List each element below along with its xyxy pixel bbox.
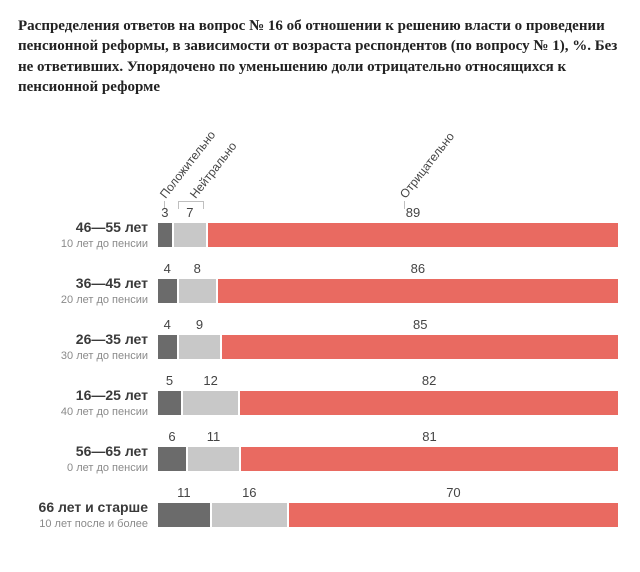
chart-rows: 46—55 лет10 лет до пенсии378936—45 лет20… xyxy=(18,207,622,543)
bar-value: 8 xyxy=(194,261,201,276)
chart-title: Распределения ответов на вопрос № 16 об … xyxy=(18,16,622,97)
row-label-sub: 0 лет до пенсии xyxy=(18,462,148,475)
bar-value: 89 xyxy=(406,205,420,220)
bar-value: 3 xyxy=(161,205,168,220)
row-label-main: 66 лет и старше xyxy=(18,499,148,516)
bar-segment: 89 xyxy=(208,223,618,247)
bar-value: 4 xyxy=(164,317,171,332)
row-label-sub: 20 лет до пенсии xyxy=(18,294,148,307)
bar-segment: 8 xyxy=(179,279,216,303)
bar: 4985 xyxy=(158,335,618,359)
bar-value: 6 xyxy=(168,429,175,444)
row-label: 16—25 лет 40 лет до пенсии xyxy=(18,387,158,419)
row-label: 56—65 лет 0 лет до пенсии xyxy=(18,443,158,475)
chart-row: 16—25 лет40 лет до пенсии51282 xyxy=(18,375,622,431)
chart-row: 26—35 лет30 лет до пенсии4985 xyxy=(18,319,622,375)
bar-segment: 6 xyxy=(158,447,186,471)
row-label-main: 46—55 лет xyxy=(18,219,148,236)
bar-value: 7 xyxy=(186,205,193,220)
row-label-main: 26—35 лет xyxy=(18,331,148,348)
bar: 4886 xyxy=(158,279,618,303)
stacked-bar-chart: Положительно Нейтрально Отрицательно 46—… xyxy=(18,125,622,543)
bar-segment: 5 xyxy=(158,391,181,415)
chart-row: 56—65 лет0 лет до пенсии61181 xyxy=(18,431,622,487)
bar-value: 5 xyxy=(166,373,173,388)
row-label-main: 56—65 лет xyxy=(18,443,148,460)
bar-segment: 11 xyxy=(188,447,239,471)
chart-row: 66 лет и старше10 лет после и более11167… xyxy=(18,487,622,543)
row-label-sub: 10 лет до пенсии xyxy=(18,238,148,251)
bar-value: 82 xyxy=(422,373,436,388)
bar-segment: 85 xyxy=(222,335,618,359)
bar-segment: 12 xyxy=(183,391,238,415)
row-label: 46—55 лет 10 лет до пенсии xyxy=(18,219,158,251)
bar-segment: 86 xyxy=(218,279,618,303)
bar-segment: 4 xyxy=(158,279,177,303)
row-label: 36—45 лет 20 лет до пенсии xyxy=(18,275,158,307)
bar-segment: 9 xyxy=(179,335,221,359)
chart-row: 36—45 лет20 лет до пенсии4886 xyxy=(18,263,622,319)
bar: 111670 xyxy=(158,503,618,527)
bar-segment: 70 xyxy=(289,503,618,527)
bar-segment: 7 xyxy=(174,223,206,247)
legend: Положительно Нейтрально Отрицательно xyxy=(158,125,622,205)
row-label-main: 36—45 лет xyxy=(18,275,148,292)
row-label-sub: 30 лет до пенсии xyxy=(18,350,148,363)
bar-segment: 81 xyxy=(241,447,618,471)
bar-segment: 3 xyxy=(158,223,172,247)
bar: 51282 xyxy=(158,391,618,415)
bar-value: 11 xyxy=(207,429,221,444)
chart-row: 46—55 лет10 лет до пенсии3789 xyxy=(18,207,622,263)
bar-value: 9 xyxy=(196,317,203,332)
bar-value: 12 xyxy=(203,373,217,388)
bar-segment: 82 xyxy=(240,391,618,415)
bar-segment: 11 xyxy=(158,503,210,527)
bar-value: 81 xyxy=(422,429,436,444)
bar: 61181 xyxy=(158,447,618,471)
row-label-main: 16—25 лет xyxy=(18,387,148,404)
bar-value: 11 xyxy=(177,485,191,500)
bar-value: 16 xyxy=(242,485,256,500)
bar-value: 86 xyxy=(411,261,425,276)
bar-value: 4 xyxy=(164,261,171,276)
bar-segment: 4 xyxy=(158,335,177,359)
bar-value: 70 xyxy=(446,485,460,500)
row-label: 66 лет и старше 10 лет после и более xyxy=(18,499,158,531)
legend-label-negative: Отрицательно xyxy=(397,130,457,201)
bar-value: 85 xyxy=(413,317,427,332)
row-label-sub: 10 лет после и более xyxy=(18,518,148,531)
bar: 3789 xyxy=(158,223,618,247)
row-label-sub: 40 лет до пенсии xyxy=(18,406,148,419)
bar-segment: 16 xyxy=(212,503,287,527)
row-label: 26—35 лет 30 лет до пенсии xyxy=(18,331,158,363)
